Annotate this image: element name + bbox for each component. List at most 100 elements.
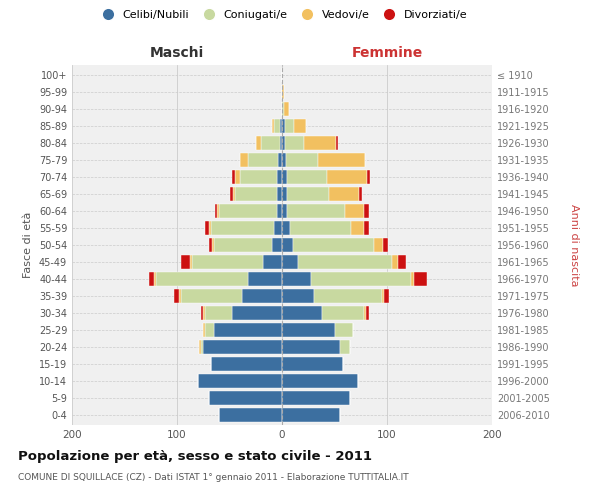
Bar (282, 136, 285, 150)
Bar (287, 204, 345, 218)
Bar (282, 204, 287, 218)
Text: Popolazione per età, sesso e stato civile - 2011: Popolazione per età, sesso e stato civil… (18, 450, 372, 463)
Bar (282, 340, 340, 354)
Text: COMUNE DI SQUILLACE (CZ) - Dati ISTAT 1° gennaio 2011 - Elaborazione TUTTITALIA.: COMUNE DI SQUILLACE (CZ) - Dati ISTAT 1°… (18, 472, 409, 482)
Bar (232, 170, 235, 184)
Bar (179, 289, 181, 303)
Bar (284, 102, 289, 116)
Bar (211, 221, 274, 235)
Bar (263, 255, 282, 269)
Bar (282, 272, 311, 286)
Bar (174, 289, 179, 303)
Bar (398, 255, 406, 269)
Bar (248, 272, 282, 286)
Bar (209, 238, 212, 252)
Bar (214, 323, 282, 337)
Bar (282, 187, 287, 201)
Bar (329, 187, 359, 201)
Bar (318, 153, 365, 167)
Bar (256, 136, 261, 150)
Bar (271, 119, 274, 133)
Bar (384, 289, 389, 303)
Bar (282, 255, 298, 269)
Bar (203, 340, 282, 354)
Bar (364, 306, 366, 320)
Bar (282, 85, 284, 99)
Bar (392, 255, 398, 269)
Bar (364, 221, 369, 235)
Bar (335, 323, 353, 337)
Bar (271, 238, 282, 252)
Bar (298, 255, 392, 269)
Bar (282, 102, 284, 116)
Bar (287, 170, 327, 184)
Bar (154, 272, 156, 286)
Bar (261, 136, 280, 150)
Bar (209, 221, 211, 235)
Bar (280, 119, 282, 133)
Bar (322, 306, 364, 320)
Bar (190, 255, 192, 269)
Bar (327, 170, 367, 184)
Bar (203, 323, 205, 337)
Bar (214, 238, 271, 252)
Bar (229, 187, 233, 201)
Bar (209, 391, 282, 405)
Bar (217, 204, 219, 218)
Bar (181, 289, 242, 303)
Bar (278, 153, 282, 167)
Bar (205, 221, 209, 235)
Bar (215, 204, 217, 218)
Bar (282, 221, 290, 235)
Bar (282, 170, 287, 184)
Bar (181, 255, 190, 269)
Bar (282, 374, 358, 388)
Bar (293, 238, 374, 252)
Bar (203, 306, 205, 320)
Bar (290, 221, 351, 235)
Bar (149, 272, 154, 286)
Bar (248, 153, 278, 167)
Bar (286, 153, 318, 167)
Bar (282, 357, 343, 371)
Bar (282, 238, 293, 252)
Bar (293, 119, 306, 133)
Bar (156, 272, 248, 286)
Bar (233, 187, 235, 201)
Bar (411, 272, 414, 286)
Bar (201, 306, 203, 320)
Bar (235, 187, 277, 201)
Bar (314, 289, 382, 303)
Bar (340, 340, 350, 354)
Y-axis label: Fasce di età: Fasce di età (23, 212, 33, 278)
Bar (285, 119, 293, 133)
Bar (235, 170, 240, 184)
Legend: Celibi/Nubili, Coniugati/e, Vedovi/e, Divorziati/e: Celibi/Nubili, Coniugati/e, Vedovi/e, Di… (94, 8, 470, 22)
Bar (212, 238, 214, 252)
Bar (282, 289, 314, 303)
Text: Maschi: Maschi (150, 46, 204, 60)
Bar (201, 340, 203, 354)
Bar (192, 255, 263, 269)
Bar (359, 187, 362, 201)
Bar (280, 136, 282, 150)
Bar (351, 221, 364, 235)
Bar (282, 306, 322, 320)
Bar (205, 306, 232, 320)
Bar (367, 170, 370, 184)
Bar (219, 408, 282, 422)
Y-axis label: Anni di nascita: Anni di nascita (569, 204, 579, 286)
Bar (274, 119, 280, 133)
Bar (364, 204, 369, 218)
Bar (198, 374, 282, 388)
Bar (287, 187, 329, 201)
Bar (383, 238, 388, 252)
Bar (414, 272, 427, 286)
Bar (382, 289, 384, 303)
Bar (277, 204, 282, 218)
Bar (240, 170, 277, 184)
Bar (277, 187, 282, 201)
Bar (282, 119, 285, 133)
Bar (345, 204, 364, 218)
Bar (219, 204, 277, 218)
